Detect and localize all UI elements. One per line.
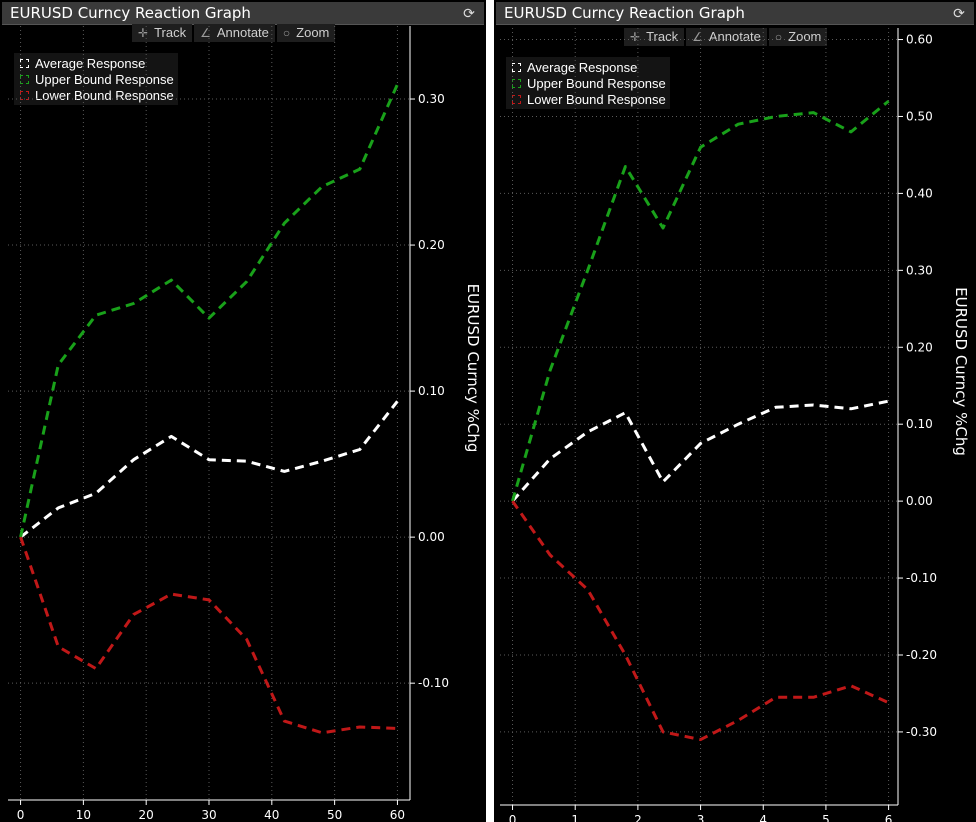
y-tick-label: 0.30	[906, 263, 933, 277]
x-tick-label: 5	[822, 813, 830, 822]
x-tick-label: 50	[327, 808, 342, 822]
legend-item-upper[interactable]: Upper Bound Response	[512, 75, 666, 91]
y-axis-label: EURUSD Curncy %Chg	[952, 287, 970, 456]
y-tick-label: 0.30	[418, 92, 445, 106]
y-tick-label: 0.20	[906, 340, 933, 354]
series-line-lower	[19, 536, 398, 735]
y-tick-label: 0.00	[418, 530, 445, 544]
x-tick-label: 10	[76, 808, 91, 822]
legend-swatch-average	[512, 62, 521, 72]
x-tick-label: 4	[759, 813, 767, 822]
x-tick-label: 2	[634, 813, 642, 822]
y-tick-label: 0.40	[906, 186, 933, 200]
legend-label: Lower Bound Response	[35, 87, 174, 103]
chart-toolbar: ✛ Track ∠ Annotate ○ Zoom	[624, 28, 828, 46]
series-line-upper	[511, 99, 890, 502]
refresh-icon[interactable]: ⟳	[953, 5, 965, 21]
track-label: Track	[154, 25, 187, 40]
legend-label: Average Response	[527, 59, 638, 75]
x-tick-label: 6	[885, 813, 893, 822]
x-tick-label: 30	[201, 808, 216, 822]
legend-item-average[interactable]: Average Response	[512, 59, 666, 75]
y-tick-label: -0.30	[906, 725, 937, 739]
y-tick-label: -0.10	[418, 676, 449, 690]
legend-label: Average Response	[35, 55, 146, 71]
annotate-button[interactable]: ∠ Annotate	[194, 24, 275, 42]
series-line-lower	[511, 500, 890, 742]
pencil-icon: ∠	[692, 30, 703, 44]
track-button[interactable]: ✛ Track	[624, 28, 685, 46]
annotate-button[interactable]: ∠ Annotate	[686, 28, 767, 46]
y-tick-label: 0.60	[906, 33, 933, 47]
track-label: Track	[646, 29, 679, 44]
chart-legend: Average Response Upper Bound Response Lo…	[14, 53, 178, 105]
annotate-label: Annotate	[216, 25, 269, 40]
legend-label: Upper Bound Response	[35, 71, 174, 87]
x-tick-label: 60	[390, 808, 405, 822]
zoom-button[interactable]: ○ Zoom	[276, 24, 336, 42]
magnifier-icon: ○	[774, 30, 783, 44]
chart-plot-left[interactable]: -0.100.000.100.200.300 10 20 30 40 50 60EURUSD…	[0, 0, 486, 822]
y-tick-label: -0.20	[906, 648, 937, 662]
y-tick-label: 0.10	[906, 417, 933, 431]
legend-swatch-upper	[512, 78, 521, 88]
series-line-average	[511, 399, 889, 503]
x-tick-label: 3	[697, 813, 705, 822]
chart-panel-right: EURUSD Curncy Reaction Graph ⟳ ✛ Track ∠ A…	[494, 0, 976, 822]
chart-title: EURUSD Curncy Reaction Graph	[10, 4, 251, 22]
series-line-average	[19, 400, 399, 539]
annotate-label: Annotate	[708, 29, 761, 44]
chart-title-bar: EURUSD Curncy Reaction Graph ⟳	[2, 2, 484, 25]
refresh-icon[interactable]: ⟳	[463, 5, 475, 21]
y-tick-label: -0.10	[906, 571, 937, 585]
x-tick-label: 0	[17, 808, 25, 822]
y-tick-label: 0.00	[906, 494, 933, 508]
y-tick-label: 0.10	[418, 384, 445, 398]
legend-item-lower[interactable]: Lower Bound Response	[512, 91, 666, 107]
zoom-label: Zoom	[296, 25, 330, 40]
chart-legend: Average Response Upper Bound Response Lo…	[506, 57, 670, 109]
chart-toolbar: ✛ Track ∠ Annotate ○ Zoom	[132, 24, 336, 42]
series-line-upper	[19, 83, 399, 538]
zoom-label: Zoom	[788, 29, 822, 44]
chart-title: EURUSD Curncy Reaction Graph	[504, 4, 745, 22]
legend-label: Lower Bound Response	[527, 91, 666, 107]
crosshair-icon: ✛	[138, 26, 149, 40]
legend-swatch-lower	[512, 94, 521, 104]
y-tick-label: 0.50	[906, 109, 933, 123]
x-tick-label: 20	[139, 808, 154, 822]
track-button[interactable]: ✛ Track	[132, 24, 193, 42]
legend-label: Upper Bound Response	[527, 75, 666, 91]
y-axis-label: EURUSD Curncy %Chg	[464, 284, 482, 453]
y-tick-label: 0.20	[418, 238, 445, 252]
x-tick-label: 0	[509, 813, 517, 822]
chart-panel-left: EURUSD Curncy Reaction Graph ⟳ ✛ Track ∠ A…	[0, 0, 486, 822]
chart-plot-right[interactable]: -0.30 -0.20 -0.10 0.00 0.10 0.20 0.30 0.40 0.50 0…	[494, 0, 976, 822]
chart-title-bar: EURUSD Curncy Reaction Graph ⟳	[496, 2, 974, 25]
magnifier-icon: ○	[282, 26, 291, 40]
x-tick-label: 1	[571, 813, 579, 822]
zoom-button[interactable]: ○ Zoom	[768, 28, 828, 46]
pencil-icon: ∠	[200, 26, 211, 40]
x-tick-label: 40	[264, 808, 279, 822]
crosshair-icon: ✛	[630, 30, 641, 44]
